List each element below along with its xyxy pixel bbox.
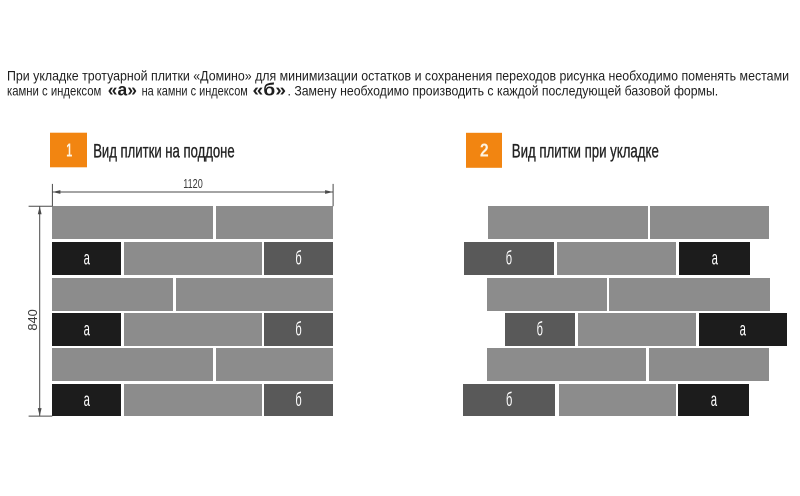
svg-text:а: а xyxy=(711,390,718,411)
svg-text:б: б xyxy=(506,390,512,411)
svg-text:б: б xyxy=(295,390,301,411)
svg-text:а: а xyxy=(740,319,747,340)
svg-text:а: а xyxy=(84,319,91,340)
svg-text:б: б xyxy=(506,249,512,270)
svg-text:«б»: «б» xyxy=(253,79,287,99)
svg-text:2: 2 xyxy=(480,139,489,160)
svg-text:б: б xyxy=(295,319,301,340)
svg-text:840: 840 xyxy=(25,309,40,330)
svg-text:При укладке тротуарной плитки: При укладке тротуарной плитки «Домино» д… xyxy=(7,69,789,84)
svg-text:а: а xyxy=(84,249,91,270)
svg-text:1120: 1120 xyxy=(183,176,203,191)
svg-text:а: а xyxy=(84,390,91,411)
svg-text:Вид плитки на поддоне: Вид плитки на поддоне xyxy=(93,141,235,162)
svg-text:. Замену необходимо производит: . Замену необходимо производить с каждой… xyxy=(288,83,719,98)
svg-text:Вид плитки при укладке: Вид плитки при укладке xyxy=(512,141,659,162)
svg-text:а: а xyxy=(712,249,719,270)
svg-text:на камни с индексом: на камни с индексом xyxy=(142,83,248,98)
svg-text:1: 1 xyxy=(66,140,72,161)
svg-text:камни с индексом: камни с индексом xyxy=(7,83,101,98)
svg-text:б: б xyxy=(295,249,301,270)
svg-text:б: б xyxy=(537,319,543,340)
svg-text:«а»: «а» xyxy=(108,79,137,99)
